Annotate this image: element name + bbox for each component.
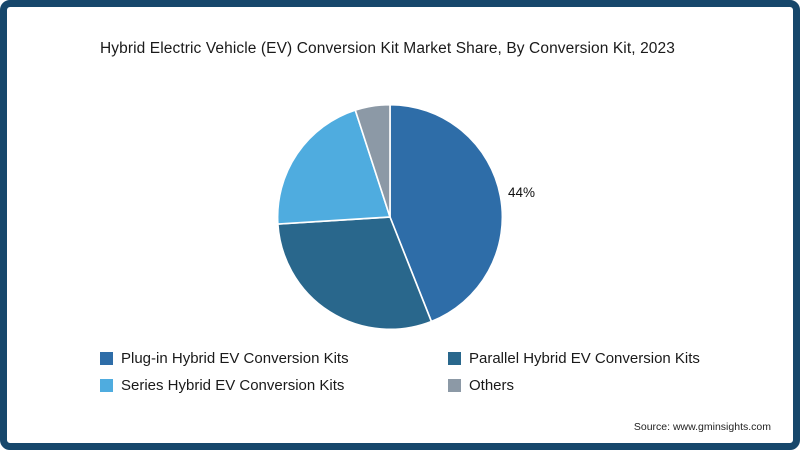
legend-label: Plug-in Hybrid EV Conversion Kits xyxy=(121,350,349,367)
pie-slice-1 xyxy=(389,103,504,323)
pie-slice-2 xyxy=(276,216,433,331)
legend-swatch-icon xyxy=(448,379,461,392)
legend-swatch-icon xyxy=(448,352,461,365)
legend-label: Parallel Hybrid EV Conversion Kits xyxy=(469,350,700,367)
legend-swatch-icon xyxy=(100,352,113,365)
pie-data-label-44pct: 44% xyxy=(508,185,536,200)
legend-item-3: Series Hybrid EV Conversion Kits xyxy=(100,378,448,393)
legend-swatch-icon xyxy=(100,379,113,392)
chart-title: Hybrid Electric Vehicle (EV) Conversion … xyxy=(100,40,675,57)
pie-chart xyxy=(270,97,510,337)
legend-item-2: Parallel Hybrid EV Conversion Kits xyxy=(448,351,740,366)
legend-item-4: Others xyxy=(448,378,740,393)
legend-label: Others xyxy=(469,377,515,394)
legend-label: Series Hybrid EV Conversion Kits xyxy=(121,377,345,394)
pie-svg xyxy=(276,103,504,331)
source-attribution: Source: www.gminsights.com xyxy=(633,421,771,433)
pie-slice-4 xyxy=(354,103,391,218)
pie-slice-3 xyxy=(276,109,392,225)
chart-legend: Plug-in Hybrid EV Conversion Kits Paralle… xyxy=(100,351,740,393)
legend-item-1: Plug-in Hybrid EV Conversion Kits xyxy=(100,351,448,366)
